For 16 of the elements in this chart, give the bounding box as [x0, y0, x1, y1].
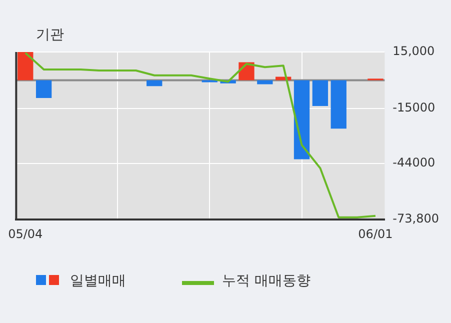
x-tick-label: 05/04	[8, 226, 43, 241]
y-tick-label: -15000	[392, 100, 436, 115]
y-tick-label: -73,800	[392, 212, 440, 226]
y-tick-label: 15,000	[392, 44, 435, 58]
bar	[330, 80, 346, 129]
y-tick-label: -44000	[392, 155, 436, 170]
legend-label: 누적 매매동향	[222, 272, 310, 290]
bar	[312, 80, 328, 106]
bar	[18, 52, 34, 80]
legend-label: 일별매매	[70, 272, 126, 290]
bar	[36, 80, 52, 98]
bar	[146, 80, 162, 86]
bar	[257, 80, 273, 84]
chart-title: 기관	[36, 26, 64, 44]
bar	[294, 80, 310, 160]
x-tick-label: 06/01	[358, 226, 393, 241]
